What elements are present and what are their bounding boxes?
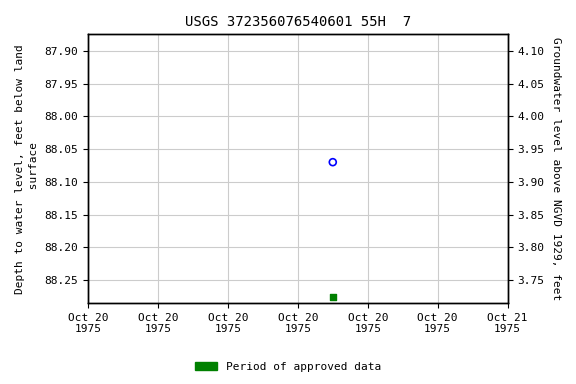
Title: USGS 372356076540601 55H  7: USGS 372356076540601 55H 7 — [185, 15, 411, 29]
Y-axis label: Depth to water level, feet below land
 surface: Depth to water level, feet below land su… — [15, 44, 39, 294]
Y-axis label: Groundwater level above NGVD 1929, feet: Groundwater level above NGVD 1929, feet — [551, 37, 561, 300]
Legend: Period of approved data: Period of approved data — [191, 358, 385, 377]
Point — [328, 159, 338, 165]
Point — [328, 293, 338, 300]
